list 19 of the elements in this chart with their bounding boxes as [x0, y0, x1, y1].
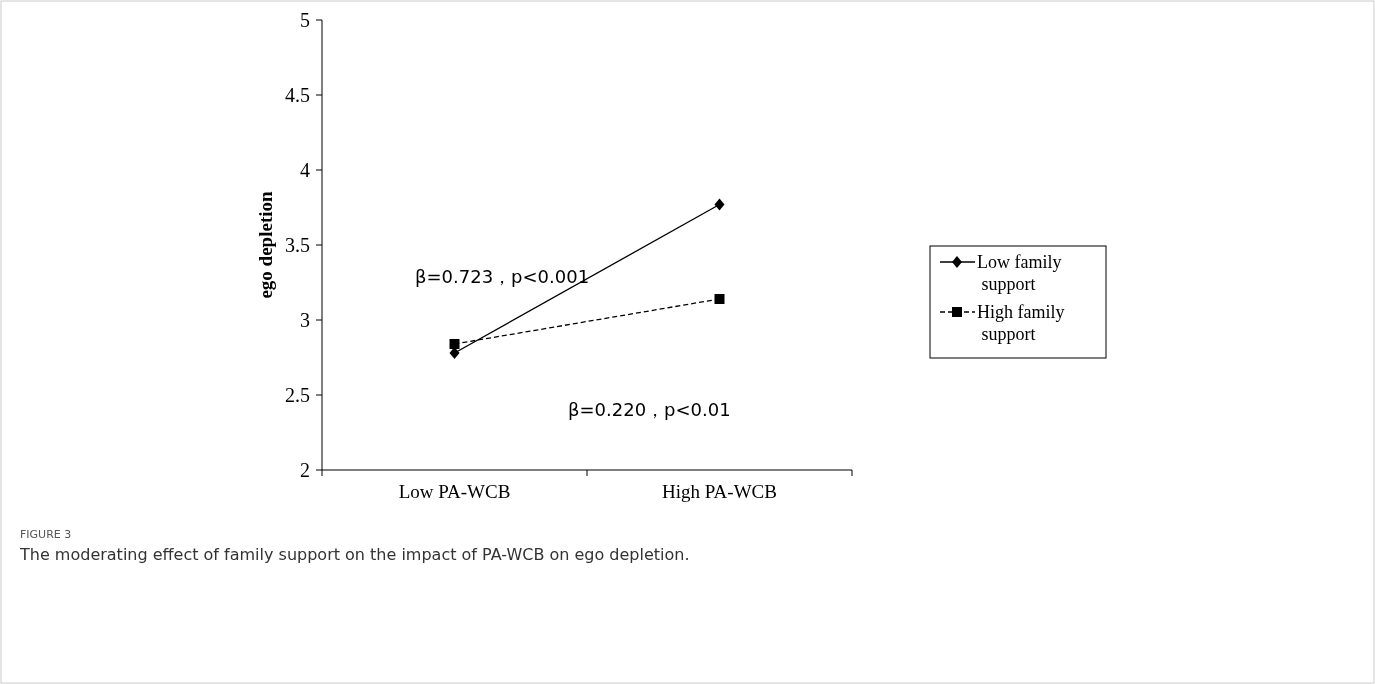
x-tick-label: High PA-WCB — [662, 481, 777, 502]
y-tick-label: 2 — [300, 459, 310, 481]
point — [714, 198, 725, 211]
caption: FIGURE 3 — [20, 528, 72, 541]
annotation: β=0.723，p<0.001 — [415, 266, 590, 287]
point — [714, 294, 725, 304]
y-tick-label: 3.5 — [285, 234, 310, 256]
y-tick-label: 4.5 — [285, 84, 310, 106]
y-tick-label: 2.5 — [285, 384, 310, 406]
y-tick-label: 4 — [300, 159, 310, 181]
y-tick-label: 5 — [300, 9, 310, 31]
y-axis-title: ego depletion — [255, 191, 276, 299]
legend-label: High family support — [977, 302, 1065, 344]
legend-label: Low family support — [977, 252, 1062, 294]
text: The moderating effect of family support on the impact of PA-WCB on ego depletion. — [19, 545, 690, 564]
x-tick-label: Low PA-WCB — [398, 481, 511, 502]
annotation: β=0.220，p<0.01 — [568, 399, 731, 420]
y-tick-label: 3 — [300, 309, 310, 331]
point — [449, 339, 460, 349]
